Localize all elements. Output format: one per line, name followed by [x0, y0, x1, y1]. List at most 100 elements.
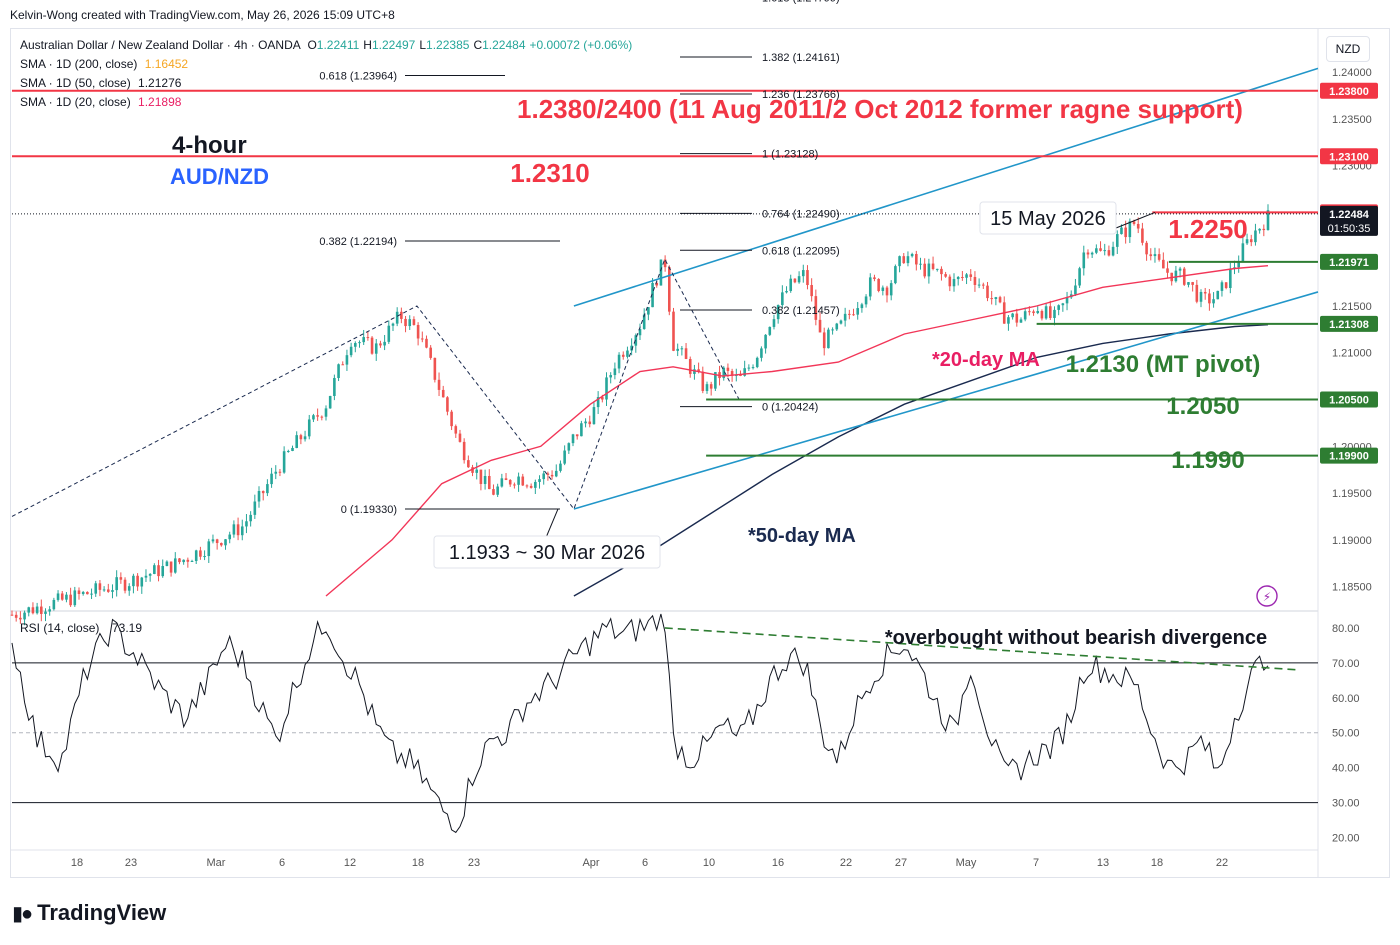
candle-body [462, 441, 466, 461]
price-tick-label: 1.21500 [1332, 301, 1372, 313]
candle [40, 599, 43, 622]
candle-body [199, 550, 202, 557]
candle [998, 295, 1002, 304]
candle-body [726, 367, 730, 372]
candle-body [161, 566, 165, 577]
candle [843, 307, 847, 327]
candle [307, 414, 311, 440]
candle-body [90, 593, 93, 595]
candle-body [630, 345, 633, 351]
candle [910, 252, 914, 258]
callout-text: 15 May 2026 [990, 208, 1106, 230]
candle [111, 584, 114, 599]
candle-body [613, 368, 617, 376]
candle [65, 592, 68, 603]
candle-body [157, 565, 160, 577]
candle [513, 482, 516, 489]
candle [190, 559, 194, 562]
candle [1111, 241, 1115, 257]
fib-label: 1 (1.23128) [762, 149, 818, 161]
candle-body [35, 606, 39, 614]
candle [471, 464, 474, 477]
time-tick-label: 6 [642, 857, 648, 869]
candle-body [626, 350, 629, 357]
candle [475, 462, 479, 480]
candle [1095, 244, 1098, 255]
candle-body [513, 484, 516, 486]
candle-body [492, 489, 495, 495]
indicator-legend-sma20[interactable]: SMA · 1D (20, close) 1.21898 [20, 95, 181, 109]
symbol-legend[interactable]: Australian Dollar / New Zealand Dollar ·… [20, 38, 632, 52]
candle-body [563, 450, 566, 464]
candle-body [1007, 317, 1010, 324]
candle [977, 278, 981, 289]
candle [575, 434, 579, 440]
level-tag-bg [1320, 315, 1378, 332]
candle-body [1078, 268, 1081, 286]
candle [249, 511, 252, 527]
candle-body [1157, 254, 1161, 260]
candle [1182, 266, 1186, 286]
candle [1115, 230, 1119, 255]
candle-body [935, 268, 939, 270]
candle [383, 334, 386, 351]
candle-body [274, 471, 278, 474]
indicator-legend-sma200[interactable]: SMA · 1D (200, close) 1.16452 [20, 57, 188, 71]
currency-button[interactable]: NZD [1326, 36, 1370, 62]
fib-label: 1.382 (1.24161) [762, 52, 840, 64]
candle [324, 405, 328, 421]
candle [215, 538, 219, 550]
candle-body [203, 556, 206, 558]
candle-body [517, 476, 520, 485]
candle [86, 591, 89, 595]
candle-body [793, 278, 797, 283]
candle [1241, 236, 1245, 263]
candle-body [148, 573, 152, 576]
candle-body [299, 435, 303, 440]
candle-body [479, 469, 483, 485]
candle [1237, 255, 1240, 273]
candle-body [1044, 306, 1048, 319]
candle [333, 374, 336, 401]
candle-body [60, 593, 64, 600]
candle-body [1132, 221, 1136, 224]
indicator-label: SMA · 1D (20, close) [20, 95, 131, 109]
candle [1082, 245, 1086, 276]
level-tag-bg [1320, 82, 1378, 99]
rsi-tick-label: 50.00 [1332, 728, 1360, 740]
candle-body [441, 389, 445, 398]
tradingview-logo-icon: ▮● [12, 902, 33, 925]
candle [245, 514, 248, 534]
candle-body [1057, 305, 1060, 310]
indicator-legend-sma50[interactable]: SMA · 1D (50, close) 1.21276 [20, 76, 181, 90]
candle [123, 577, 127, 594]
candle-body [450, 411, 453, 427]
candle-body [571, 434, 575, 444]
level-price-tag: 1.23100 [1320, 148, 1378, 165]
candle [1229, 262, 1232, 294]
candle-body [1237, 261, 1240, 268]
candle [781, 285, 784, 309]
candle-body [605, 377, 608, 400]
price-tick-label: 1.19000 [1332, 535, 1372, 547]
candle-body [123, 579, 127, 591]
candle [56, 590, 60, 602]
candle-body [1099, 248, 1102, 251]
candle [416, 322, 420, 346]
candle [944, 271, 947, 278]
candle-body [822, 332, 826, 349]
candle-body [236, 524, 240, 536]
candle [546, 471, 550, 481]
level-price-tag: 1.19900 [1320, 447, 1378, 464]
candle-body [94, 583, 98, 594]
candle-body [621, 354, 625, 357]
candle-body [634, 335, 638, 346]
candle [60, 590, 64, 601]
candle-body [801, 270, 805, 277]
candle [316, 408, 319, 421]
candle-body [827, 329, 830, 349]
candle [1187, 282, 1190, 288]
price-tick-label: 1.18500 [1332, 582, 1372, 594]
candle [115, 570, 118, 597]
